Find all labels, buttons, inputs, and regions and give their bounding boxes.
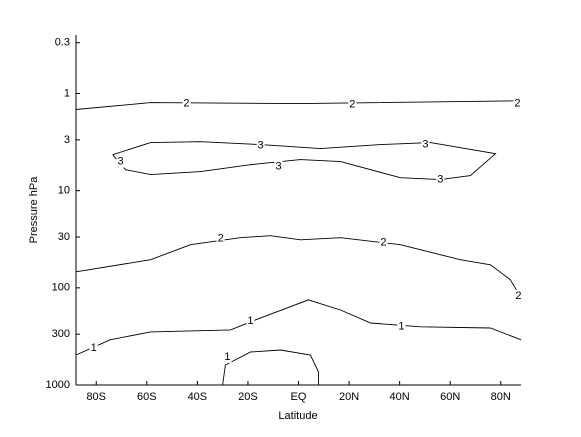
contour-label-bg	[436, 173, 445, 186]
y-tick-label: 3	[64, 134, 70, 146]
contour-label: 2	[380, 237, 386, 249]
contour-label-bg	[274, 160, 283, 173]
y-tick-label: 30	[58, 231, 70, 243]
y-tick-label: 300	[52, 328, 70, 340]
x-tick-label: 80N	[491, 391, 511, 403]
contour-line	[75, 100, 522, 110]
contour-label-bg	[216, 232, 225, 245]
y-tick-label: 10	[58, 185, 70, 197]
contour-label-bg	[256, 139, 265, 152]
contour-label: 2	[218, 233, 224, 245]
contour-label-bg	[514, 289, 523, 302]
contour-label: 1	[91, 342, 97, 354]
contour-line	[222, 349, 319, 386]
y-tick-label: 1	[64, 87, 70, 99]
contour-label: 3	[422, 139, 428, 151]
contour-line	[75, 235, 522, 299]
contour-line	[75, 299, 522, 356]
contour-label-bg	[421, 138, 430, 151]
contour-label-bg	[397, 320, 406, 333]
contour-label: 3	[275, 161, 281, 173]
y-tick-label: 100	[52, 282, 70, 294]
contour-label: 3	[437, 174, 443, 186]
x-tick-label: 40N	[390, 391, 410, 403]
contour-label-bg	[116, 155, 125, 168]
x-tick-label: 20S	[238, 391, 258, 403]
contour-label-bg	[89, 341, 98, 354]
contour-label: 1	[398, 321, 404, 333]
contour-line	[112, 141, 497, 181]
x-tick-label: 40S	[188, 391, 208, 403]
x-tick-label: 60N	[440, 391, 460, 403]
contour-label-bg	[182, 97, 191, 110]
contour-label: 2	[514, 97, 520, 109]
contour-label: 2	[515, 290, 521, 302]
x-tick-label: EQ	[291, 391, 307, 403]
contour-label-bg	[348, 98, 357, 111]
x-tick-label: 60S	[137, 391, 157, 403]
contour-label: 3	[117, 155, 123, 167]
contour-label-bg	[513, 97, 522, 110]
contour-label-bg	[223, 350, 232, 363]
contour-label: 2	[183, 97, 189, 109]
contour-label: 3	[258, 140, 264, 152]
contour-label-bg	[379, 236, 388, 249]
y-tick-label: 1000	[46, 379, 70, 391]
contour-label: 2	[349, 98, 355, 110]
x-tick-label: 80S	[86, 391, 106, 403]
x-tick-label: 20N	[339, 391, 359, 403]
contour-label: 1	[247, 315, 253, 327]
y-tick-label: 0.3	[55, 37, 70, 49]
contour-label: 1	[224, 351, 230, 363]
contour-label-bg	[246, 314, 255, 327]
x-axis-label: Latitude	[278, 410, 317, 422]
y-axis-label: Pressure hPa	[28, 176, 40, 244]
